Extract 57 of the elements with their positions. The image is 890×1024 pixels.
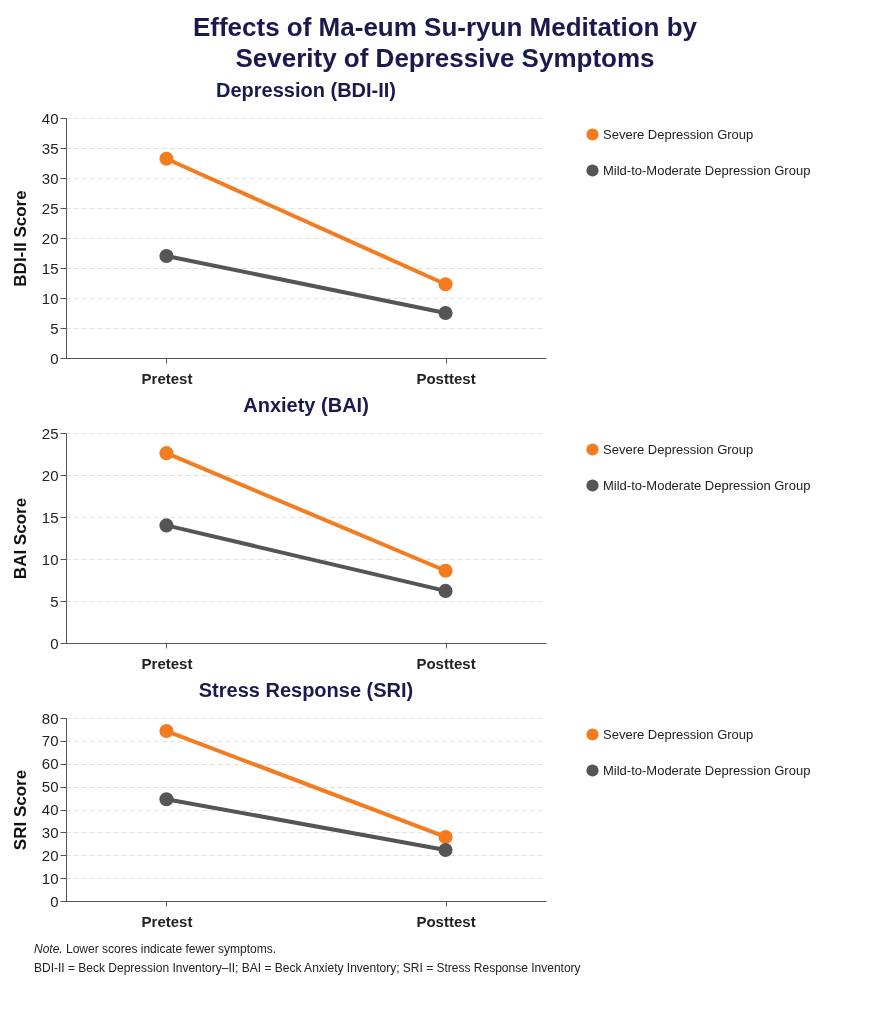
legend-label: Severe Depression Group [603,726,754,742]
y-axis-title: SRI Score [10,770,30,851]
y-tick-label: 15 [41,259,59,277]
y-tick-label: 50 [41,778,59,796]
point [159,518,174,533]
y-tick-label: 20 [41,466,59,484]
y-tick-label: 30 [41,169,59,187]
y-tick-label: 20 [41,229,59,247]
point [159,446,174,461]
y-axis-title: BDI-II Score [10,190,30,288]
text: Note. Lower scores indicate fewer symptoms. [34,941,278,959]
chart-title: Stress Response (SRI) [198,679,414,702]
legend-label: Mild-to-Moderate Depression Group [603,162,811,178]
x-tick-label: Posttest [416,912,476,930]
point [159,249,174,264]
y-tick-label: 5 [50,319,59,337]
y-tick-label: 60 [41,755,59,773]
legend-label: Mild-to-Moderate Depression Group [603,762,811,778]
chart-title: Effects of Ma-eum Su-ryun Meditation by Severity of Depressive Symptoms [191,12,699,75]
y-tick-label: 0 [50,892,59,910]
y-tick-label: 25 [41,199,59,217]
text: BDI-II = Beck Depression Inventory–II; BAI = Beck Anxiety Inventory; SRI = Stress Response Inventory [34,959,582,977]
chart-title: Anxiety (BAI) [243,394,369,417]
point [438,830,453,845]
legend-label: Mild-to-Moderate Depression Group [603,477,811,493]
point [438,584,453,599]
y-tick-label: 15 [41,508,59,526]
point [438,277,453,292]
y-tick-label: 25 [41,424,59,442]
y-tick-label: 80 [41,709,59,727]
y-tick-label: 20 [41,847,59,865]
chart-subtitle: Depression (BDI-II) [215,79,397,102]
y-tick-label: 10 [41,289,59,307]
point [159,152,174,167]
y-tick-label: 5 [50,592,59,610]
legend-label: Severe Depression Group [603,441,754,457]
y-tick-label: 30 [41,824,59,842]
y-axis-title: BAI Score [10,498,30,580]
y-tick-label: 10 [41,550,59,568]
point [159,792,174,807]
y-tick-label: 70 [41,732,59,750]
y-tick-label: 10 [41,870,59,887]
y-tick-label: 35 [41,139,59,157]
x-tick-label: Pretest [141,369,193,387]
legend-label: Severe Depression Group [603,126,754,142]
x-tick-label: Pretest [141,654,193,672]
y-tick-label: 40 [41,109,59,127]
point [438,843,453,858]
y-tick-label: 0 [50,349,59,367]
point [438,306,453,321]
x-tick-label: Posttest [416,654,476,672]
point [438,564,453,579]
y-tick-label: 0 [50,634,59,652]
y-tick-label: 40 [41,801,59,819]
x-tick-label: Pretest [141,912,193,930]
point [159,724,174,739]
x-tick-label: Posttest [416,369,476,387]
